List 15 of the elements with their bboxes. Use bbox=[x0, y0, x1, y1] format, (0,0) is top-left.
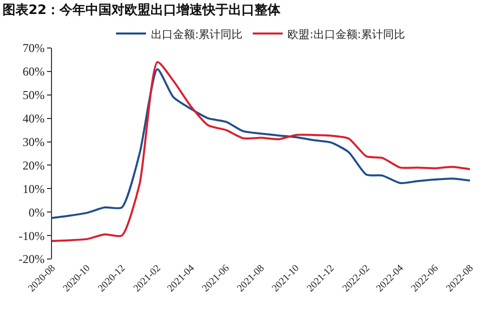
line-series bbox=[52, 68, 470, 219]
y-tick-label: 60% bbox=[22, 64, 45, 79]
y-tick-label: 0% bbox=[28, 205, 45, 220]
y-tick-label: -10% bbox=[18, 228, 45, 243]
y-tick-label: 10% bbox=[22, 182, 45, 196]
y-tick-label: 40% bbox=[22, 112, 45, 126]
line-series bbox=[52, 61, 470, 242]
legend-label: 出口金额:累计同比 bbox=[151, 28, 243, 41]
legend-label: 欧盟:出口金额:累计同比 bbox=[288, 28, 406, 41]
chart-title: 图表22：今年中国对欧盟出口增速快于出口整体 bbox=[2, 3, 282, 18]
y-tick-label: -20% bbox=[18, 252, 45, 266]
y-tick-label: 20% bbox=[22, 158, 45, 172]
y-tick-label: 30% bbox=[22, 134, 45, 149]
y-tick-label: 50% bbox=[22, 88, 45, 102]
y-tick-label: 70% bbox=[22, 41, 45, 56]
